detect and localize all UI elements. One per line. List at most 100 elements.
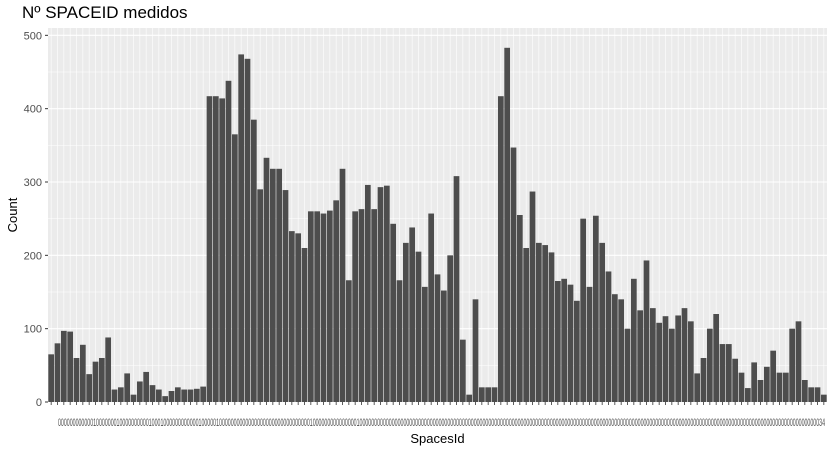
bar: [79, 344, 86, 402]
bar: [105, 337, 112, 402]
bar: [586, 286, 593, 402]
bar: [174, 387, 181, 402]
bar: [554, 281, 561, 402]
bar: [453, 176, 460, 402]
bar: [491, 387, 498, 402]
bar: [219, 98, 226, 403]
bar: [282, 190, 289, 402]
bar: [687, 321, 694, 402]
bar: [643, 260, 650, 402]
bar: [763, 366, 770, 402]
bar: [409, 227, 416, 402]
bar: [314, 211, 321, 402]
bar: [136, 381, 143, 402]
bar: [193, 388, 200, 402]
bar: [561, 278, 568, 402]
bar: [339, 168, 346, 402]
bar: [681, 308, 688, 402]
bar: [181, 389, 188, 402]
bar: [668, 328, 675, 402]
bar: [225, 80, 232, 403]
bar: [67, 331, 74, 402]
bar: [263, 157, 270, 402]
bar: [162, 396, 169, 402]
bar: [630, 278, 637, 402]
bar: [478, 387, 485, 402]
bar: [428, 213, 435, 402]
bar: [390, 223, 397, 402]
bar: [605, 271, 612, 402]
bar: [447, 255, 454, 402]
bar: [352, 211, 359, 402]
bar: [548, 252, 555, 402]
bar: [98, 358, 105, 402]
bar: [611, 294, 618, 402]
bar: [580, 218, 587, 402]
bar: [497, 96, 504, 402]
bar: [244, 58, 251, 403]
bar: [618, 299, 625, 402]
bar: [662, 316, 669, 402]
bar: [231, 134, 238, 403]
bar: [782, 372, 789, 402]
bar: [257, 189, 264, 402]
bar: [54, 343, 61, 402]
bar: [320, 213, 327, 402]
bar: [776, 372, 783, 402]
x-axis: 0000000000001000000010000000000100010000…: [50, 402, 825, 429]
x-tick-labels: 0000000000001000000010000000000100010000…: [58, 417, 825, 429]
bar: [504, 47, 511, 403]
chart-title: Nº SPACEID medidos: [22, 3, 188, 22]
y-tick-label: 200: [24, 250, 42, 262]
bar: [434, 274, 441, 402]
bar: [124, 373, 131, 402]
bar: [73, 358, 80, 402]
bar: [168, 391, 175, 402]
bar: [567, 284, 574, 402]
bar: [396, 280, 403, 402]
bar: [269, 168, 276, 402]
bar: [649, 308, 656, 402]
bar: [364, 184, 371, 402]
bar: [295, 233, 302, 402]
bar: [466, 394, 473, 402]
bar: [523, 248, 530, 402]
bar: [250, 119, 257, 403]
bar: [60, 330, 67, 402]
bar: [149, 385, 156, 402]
x-axis-title: SpacesId: [410, 431, 464, 446]
bar: [371, 209, 378, 402]
bar: [402, 242, 409, 402]
y-axis-title: Count: [5, 197, 20, 232]
bar: [820, 394, 827, 402]
bar: [345, 280, 352, 402]
bar: [516, 215, 523, 402]
bar: [535, 242, 542, 402]
bar: [276, 168, 283, 402]
bar: [111, 389, 118, 402]
bar: [326, 210, 333, 402]
bar: [117, 387, 124, 402]
y-tick-label: 400: [24, 104, 42, 116]
bar: [599, 242, 606, 402]
bar: [288, 231, 295, 402]
bar: [383, 185, 390, 402]
bar: [751, 362, 758, 402]
bars: [48, 47, 827, 403]
bar: [200, 386, 207, 402]
bar: [675, 315, 682, 402]
bar: [377, 187, 384, 402]
y-tick-label: 100: [24, 324, 42, 336]
bar: [789, 328, 796, 402]
y-tick-label: 500: [24, 30, 42, 42]
bar: [155, 389, 162, 402]
bar: [48, 354, 55, 402]
bar: [459, 339, 466, 402]
bar: [86, 374, 93, 402]
bar: [440, 290, 447, 402]
bar: [485, 387, 492, 402]
bar: [92, 361, 99, 402]
bar: [510, 147, 517, 402]
bar: [725, 344, 732, 402]
